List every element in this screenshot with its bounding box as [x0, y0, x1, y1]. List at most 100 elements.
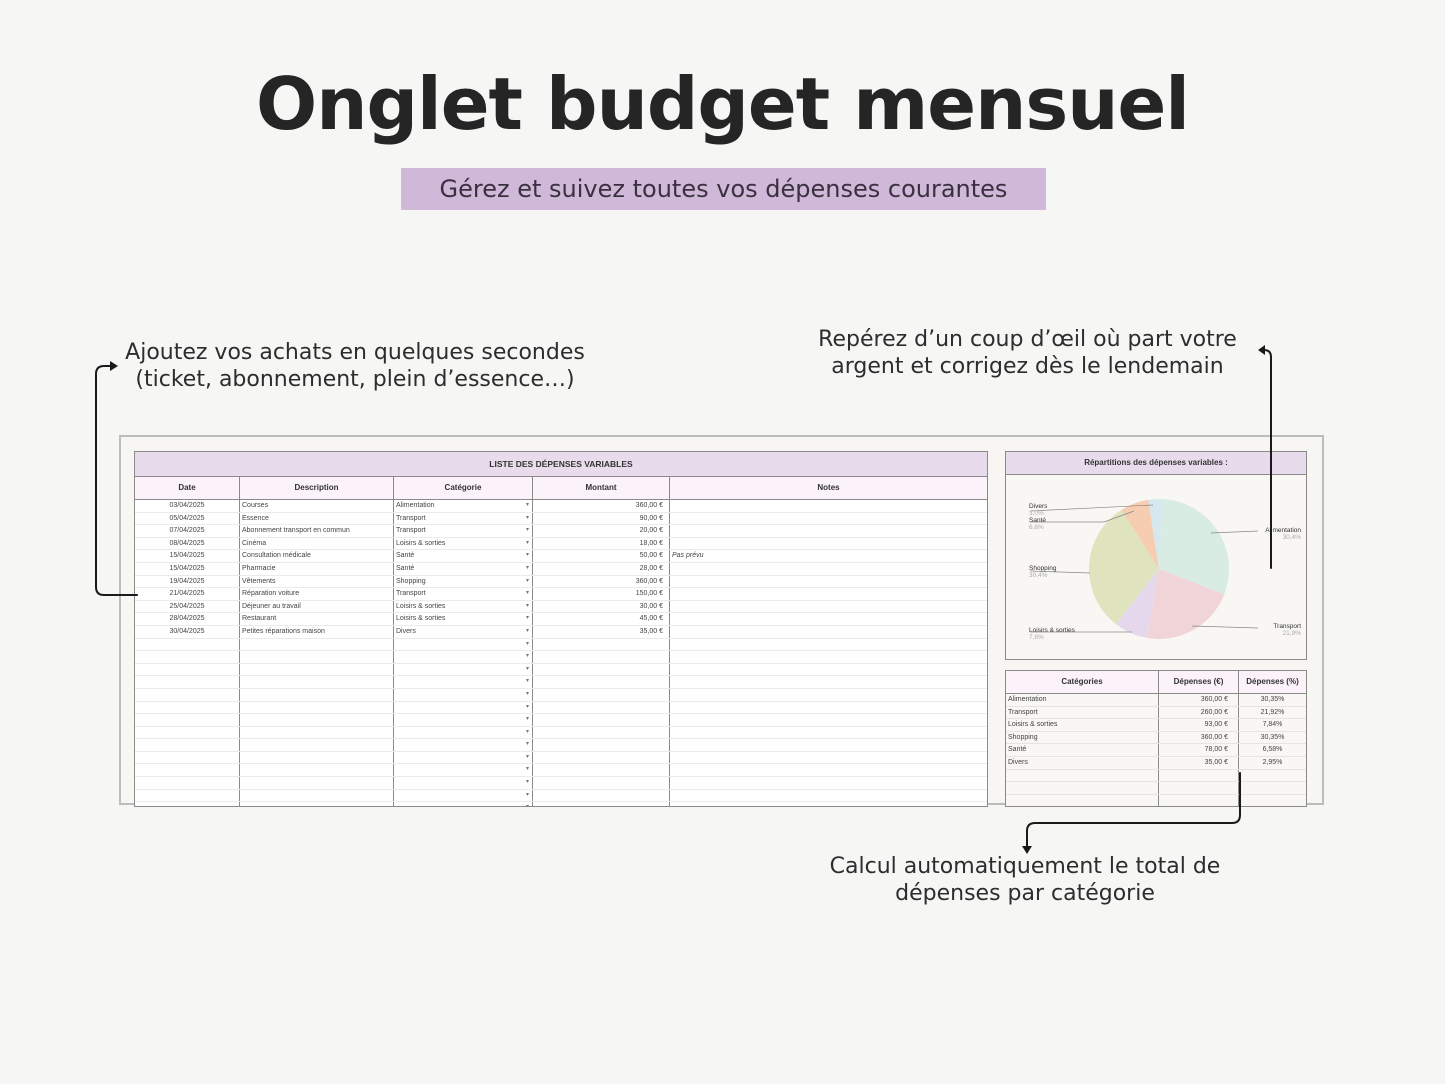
dropdown-arrow-icon[interactable]: ▾ — [525, 627, 529, 634]
amount-cell[interactable] — [533, 714, 670, 726]
table-row[interactable]: ▾ — [135, 638, 987, 652]
amount-cell[interactable] — [533, 751, 670, 764]
description-cell[interactable] — [240, 638, 394, 651]
dropdown-arrow-icon[interactable]: ▾ — [525, 690, 529, 697]
table-row[interactable]: 07/04/2025 Abonnement transport en commun… — [135, 525, 987, 538]
description-cell[interactable]: Consultation médicale — [240, 550, 394, 562]
category-cell[interactable]: ▾ — [394, 701, 533, 714]
table-row[interactable]: ▾ — [135, 726, 987, 740]
category-cell[interactable]: Santé ▾ — [394, 550, 533, 562]
table-row[interactable]: ▾ — [135, 789, 987, 803]
description-cell[interactable]: Déjeuner au travail — [240, 600, 394, 613]
description-cell[interactable] — [240, 701, 394, 714]
dropdown-arrow-icon[interactable]: ▾ — [525, 527, 529, 534]
dropdown-arrow-icon[interactable]: ▾ — [526, 802, 529, 806]
amount-cell[interactable] — [533, 688, 670, 701]
notes-cell[interactable] — [670, 702, 987, 714]
description-cell[interactable] — [240, 789, 394, 802]
description-cell[interactable]: Vêtements — [240, 575, 394, 588]
dropdown-arrow-icon[interactable]: ▾ — [525, 779, 529, 786]
notes-cell[interactable]: Pas prévu — [672, 552, 704, 560]
dropdown-arrow-icon[interactable]: ▾ — [525, 640, 529, 647]
dropdown-arrow-icon[interactable]: ▾ — [525, 615, 529, 622]
dropdown-arrow-icon[interactable]: ▾ — [525, 539, 529, 546]
description-cell[interactable] — [240, 726, 394, 739]
dropdown-arrow-icon[interactable]: ▾ — [525, 728, 529, 735]
amount-cell[interactable]: 90,00 € — [533, 512, 670, 525]
table-row[interactable]: ▾ — [135, 688, 987, 702]
description-cell[interactable] — [240, 714, 394, 726]
amount-cell[interactable] — [533, 789, 670, 802]
date-cell[interactable] — [135, 726, 240, 739]
dropdown-arrow-icon[interactable]: ▾ — [525, 653, 529, 660]
notes-cell[interactable] — [670, 639, 987, 651]
amount-cell[interactable]: 30,00 € — [533, 600, 670, 613]
notes-cell[interactable] — [670, 626, 987, 638]
description-cell[interactable]: Essence — [240, 512, 394, 525]
notes-cell[interactable] — [670, 538, 987, 550]
description-cell[interactable] — [240, 751, 394, 764]
category-cell[interactable]: ▾ — [394, 638, 533, 651]
category-cell[interactable]: ▾ — [394, 764, 533, 777]
dropdown-arrow-icon[interactable]: ▾ — [525, 577, 529, 584]
amount-cell[interactable]: 150,00 € — [533, 588, 670, 600]
date-cell[interactable]: 15/04/2025 — [135, 562, 240, 575]
table-row[interactable]: 19/04/2025 Vêtements Shopping ▾ 360,00 € — [135, 575, 987, 589]
description-cell[interactable] — [240, 764, 394, 777]
category-cell[interactable]: ▾ — [394, 726, 533, 739]
date-cell[interactable]: 08/04/2025 — [135, 537, 240, 550]
category-cell[interactable]: ▾ — [394, 739, 533, 751]
dropdown-arrow-icon[interactable]: ▾ — [525, 766, 529, 773]
date-cell[interactable]: 25/04/2025 — [135, 600, 240, 613]
table-row[interactable]: 05/04/2025 Essence Transport ▾ 90,00 € — [135, 512, 987, 526]
category-cell[interactable]: Shopping ▾ — [394, 575, 533, 588]
description-cell[interactable] — [240, 802, 394, 806]
category-cell[interactable]: ▾ — [394, 676, 533, 688]
category-cell[interactable]: Santé ▾ — [394, 562, 533, 575]
category-cell[interactable]: ▾ — [394, 802, 533, 806]
notes-cell[interactable] — [670, 689, 987, 701]
description-cell[interactable] — [240, 688, 394, 701]
date-cell[interactable] — [135, 688, 240, 701]
notes-cell[interactable] — [670, 790, 987, 802]
description-cell[interactable]: Courses — [240, 500, 394, 512]
category-cell[interactable]: ▾ — [394, 688, 533, 701]
category-cell[interactable]: Loisirs & sorties ▾ — [394, 537, 533, 550]
dropdown-arrow-icon[interactable]: ▾ — [525, 552, 529, 559]
amount-cell[interactable]: 45,00 € — [533, 613, 670, 625]
dropdown-arrow-icon[interactable]: ▾ — [525, 564, 529, 571]
date-cell[interactable] — [135, 651, 240, 663]
notes-cell[interactable] — [670, 513, 987, 525]
description-cell[interactable] — [240, 777, 394, 789]
dropdown-arrow-icon[interactable]: ▾ — [525, 703, 529, 710]
date-cell[interactable] — [135, 701, 240, 714]
date-cell[interactable] — [135, 714, 240, 726]
amount-cell[interactable] — [533, 764, 670, 777]
table-row[interactable]: 28/04/2025 Restaurant Loisirs & sorties ▾ 45… — [135, 613, 987, 626]
amount-cell[interactable]: 28,00 € — [533, 562, 670, 575]
date-cell[interactable]: 07/04/2025 — [135, 525, 240, 537]
amount-cell[interactable] — [533, 701, 670, 714]
category-cell[interactable]: Transport ▾ — [394, 512, 533, 525]
notes-cell[interactable] — [670, 601, 987, 613]
date-cell[interactable] — [135, 789, 240, 802]
date-cell[interactable]: 05/04/2025 — [135, 512, 240, 525]
date-cell[interactable]: 15/04/2025 — [135, 550, 240, 562]
table-row[interactable]: 25/04/2025 Déjeuner au travail Loisirs & s… — [135, 600, 987, 614]
category-cell[interactable]: ▾ — [394, 789, 533, 802]
description-cell[interactable]: Petites réparations maison — [240, 625, 394, 638]
notes-cell[interactable] — [670, 714, 987, 726]
notes-cell[interactable] — [670, 500, 987, 512]
amount-cell[interactable]: 50,00 € — [533, 550, 670, 562]
description-cell[interactable] — [240, 676, 394, 688]
date-cell[interactable]: 21/04/2025 — [135, 588, 240, 600]
table-row[interactable]: ▾ — [135, 739, 987, 752]
dropdown-arrow-icon[interactable]: ▾ — [525, 514, 529, 521]
notes-cell[interactable] — [670, 802, 987, 806]
notes-cell[interactable] — [670, 676, 987, 688]
description-cell[interactable]: Cinéma — [240, 537, 394, 550]
table-row[interactable]: ▾ — [135, 701, 987, 715]
amount-cell[interactable]: 20,00 € — [533, 525, 670, 537]
amount-cell[interactable] — [533, 676, 670, 688]
notes-cell[interactable] — [670, 777, 987, 789]
